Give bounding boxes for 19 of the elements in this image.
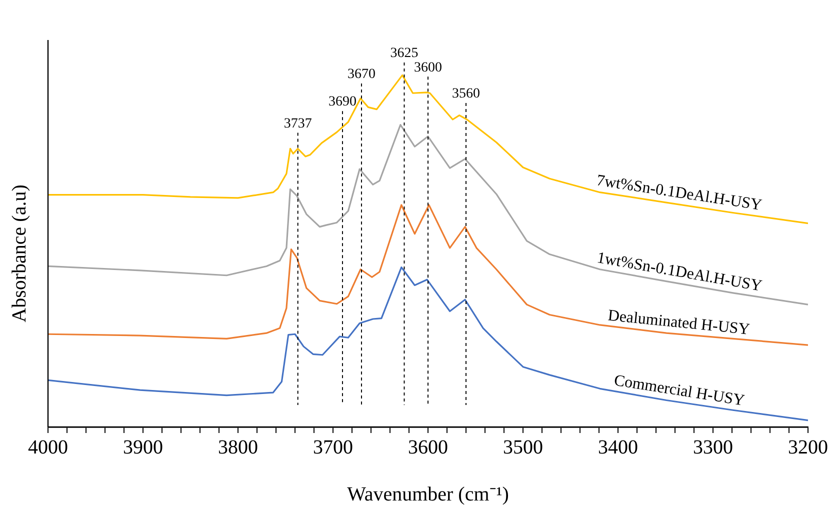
- x-tick-label: 3800: [218, 436, 258, 458]
- x-tick-label: 3400: [598, 436, 638, 458]
- ref-line-label: 3737: [284, 116, 312, 132]
- ref-line-label: 3560: [452, 86, 480, 102]
- ref-line-label: 3600: [414, 60, 442, 76]
- text: Commercial H-USY: [612, 372, 746, 410]
- x-tick-label: 3300: [693, 436, 733, 458]
- ref-line-label: 3670: [348, 67, 376, 82]
- x-tick-label: 3500: [503, 436, 543, 458]
- x-tick-label: 3900: [123, 436, 163, 458]
- x-tick-label: 3200: [788, 436, 828, 458]
- x-axis-title: Wavenumber (cm⁻¹): [347, 483, 509, 506]
- y-axis-title: Absorbance (a.u): [8, 184, 30, 322]
- x-tick-label: 3700: [313, 436, 353, 458]
- x-tick-label: 4000: [28, 436, 68, 458]
- x-tick-label: 3600: [408, 436, 448, 458]
- ref-line-label: 3625: [390, 46, 418, 62]
- text: Dealuminated H-USY: [607, 307, 752, 338]
- ref-line-label: 3690: [328, 94, 356, 110]
